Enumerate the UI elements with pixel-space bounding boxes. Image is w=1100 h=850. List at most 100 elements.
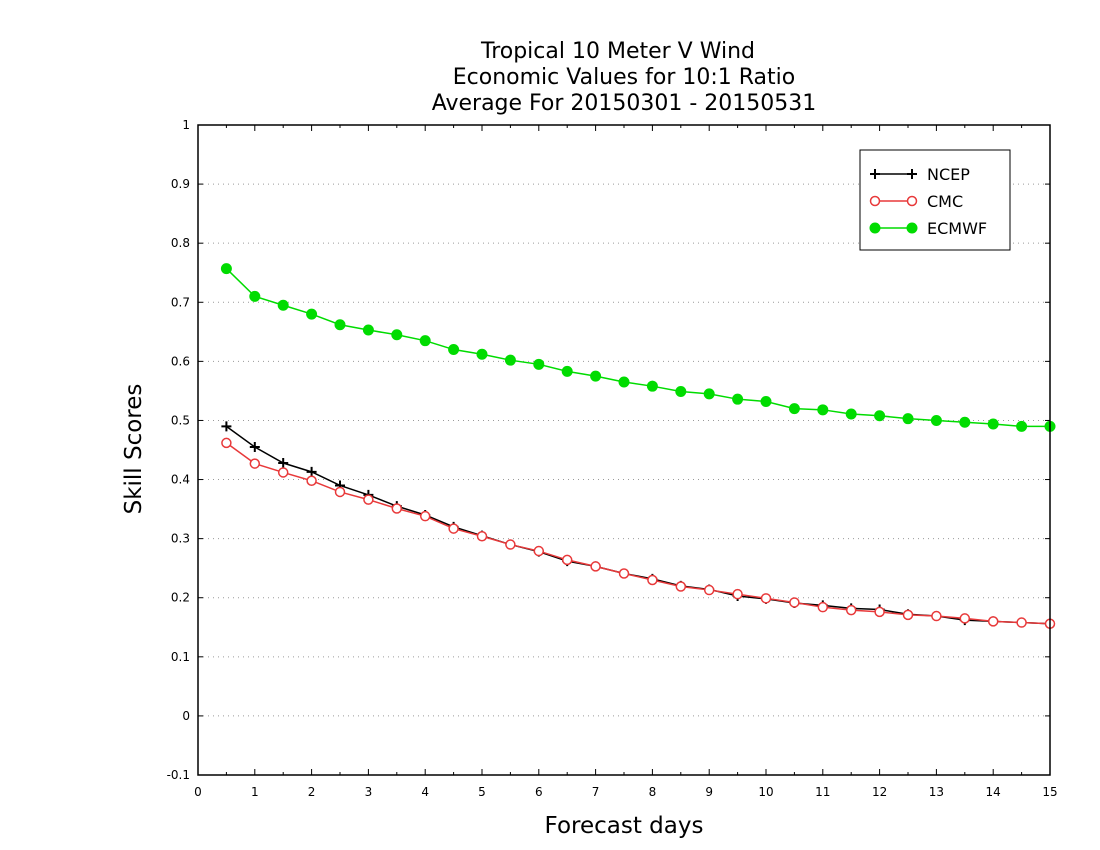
data-point-cmc (533, 545, 545, 557)
legend-entry-cmc: CMC (869, 192, 963, 211)
legend-label-cmc: CMC (927, 192, 963, 211)
data-point-cmc (448, 523, 459, 534)
data-point-ecmwf (334, 319, 346, 331)
data-point-ecmwf (874, 410, 886, 422)
x-tick-label: 2 (308, 785, 316, 799)
data-point-ecmwf (760, 396, 772, 408)
y-tick-label: 0.4 (171, 473, 190, 487)
x-axis-label: Forecast days (545, 813, 704, 839)
data-point-ecmwf (646, 380, 658, 392)
data-point-cmc (931, 610, 942, 622)
chart-title-line-2: Economic Values for 10:1 Ratio (453, 65, 795, 90)
x-tick-label: 7 (592, 785, 600, 799)
legend-marker-ecmwf (869, 222, 881, 234)
data-point-cmc (902, 609, 914, 621)
data-point-cmc (760, 593, 772, 604)
legend-marker-ncep (907, 169, 917, 179)
legend-box (859, 149, 1011, 251)
data-point-ecmwf (561, 365, 573, 377)
y-tick-label: 0 (182, 709, 190, 723)
legend-marker-ecmwf (906, 222, 918, 234)
data-point-cmc (789, 597, 800, 608)
data-point-ncep (278, 458, 289, 468)
data-point-cmc (845, 604, 857, 616)
data-point-ecmwf (277, 299, 289, 311)
data-point-ecmwf (987, 418, 999, 430)
data-point-cmc (476, 531, 488, 542)
data-point-ecmwf (419, 335, 431, 347)
data-point-cmc (987, 616, 999, 627)
chart-title-line-1: Tropical 10 Meter V Wind (480, 39, 755, 64)
x-tick-label: 1 (251, 785, 259, 799)
data-point-cmc (505, 539, 516, 550)
x-tick-label: 10 (758, 785, 773, 799)
data-point-cmc (363, 494, 374, 505)
series-layer (220, 263, 1056, 629)
data-point-cmc (277, 467, 289, 478)
x-tick-label: 3 (365, 785, 373, 799)
x-tick-label: 13 (929, 785, 944, 799)
data-point-ecmwf (788, 403, 800, 415)
data-point-cmc (817, 601, 829, 613)
legend-entry-ecmwf: ECMWF (869, 219, 987, 238)
legend-label-ecmwf: ECMWF (927, 219, 987, 238)
plot-frame (197, 124, 1051, 776)
data-point-cmc (391, 503, 403, 514)
data-point-cmc (675, 581, 687, 592)
y-tick-label: 0.5 (171, 413, 190, 427)
legend-marker-cmc (906, 195, 918, 207)
legend-marker-ncep (870, 169, 880, 179)
x-tick-label: 15 (1042, 785, 1057, 799)
data-point-ecmwf (362, 324, 374, 336)
data-point-ecmwf (590, 370, 602, 382)
data-point-ecmwf (959, 416, 971, 428)
x-tick-label: 5 (478, 785, 486, 799)
x-tick-label: 14 (986, 785, 1001, 799)
data-point-cmc (249, 458, 261, 469)
y-tick-label: 0.7 (171, 295, 190, 309)
series-ecmwf (220, 263, 1056, 432)
x-tick-label: 9 (705, 785, 713, 799)
data-point-ecmwf (504, 354, 516, 366)
y-axis-ticks: -0.1 0 0.1 0.2 0.3 0.4 0.5 0.6 0.7 0.8 0.9 1 (167, 118, 1050, 782)
data-point-ncep (249, 442, 260, 453)
data-point-ncep (306, 466, 317, 477)
data-point-cmc (959, 613, 971, 624)
series-cmc (221, 437, 1056, 629)
y-tick-label: -0.1 (167, 768, 190, 782)
y-tick-label: 0.6 (171, 354, 190, 368)
y-tick-label: 1 (182, 118, 190, 132)
x-tick-label: 6 (535, 785, 543, 799)
y-tick-label: 0.9 (171, 177, 190, 191)
data-point-cmc (703, 584, 715, 596)
legend: NCEP CMC ECMWF (859, 149, 1011, 251)
x-tick-label: 11 (815, 785, 830, 799)
data-point-cmc (1016, 617, 1027, 628)
data-point-ecmwf (249, 290, 261, 302)
data-point-ecmwf (618, 376, 630, 388)
data-point-cmc (306, 475, 317, 486)
data-point-cmc (334, 486, 346, 498)
data-point-ecmwf (391, 329, 403, 341)
data-point-ecmwf (703, 388, 715, 400)
x-tick-label: 0 (194, 785, 202, 799)
data-point-ecmwf (476, 348, 488, 360)
data-point-ecmwf (448, 344, 460, 356)
data-point-ecmwf (306, 308, 318, 320)
data-point-ecmwf (902, 413, 914, 425)
data-point-ncep (221, 421, 232, 432)
y-axis-label: Skill Scores (121, 384, 147, 515)
y-tick-label: 0.2 (171, 591, 190, 605)
data-point-cmc (590, 561, 601, 572)
data-point-ecmwf (533, 358, 545, 370)
data-point-ecmwf (220, 263, 232, 275)
data-point-cmc (874, 606, 885, 618)
data-point-cmc (732, 588, 743, 600)
data-point-cmc (618, 568, 630, 579)
legend-marker-cmc (869, 195, 881, 207)
x-axis-ticks: 0 1 2 3 4 5 6 7 8 9 10 11 12 13 14 15 (194, 125, 1058, 799)
data-point-ecmwf (732, 393, 744, 405)
data-point-ecmwf (675, 386, 687, 397)
